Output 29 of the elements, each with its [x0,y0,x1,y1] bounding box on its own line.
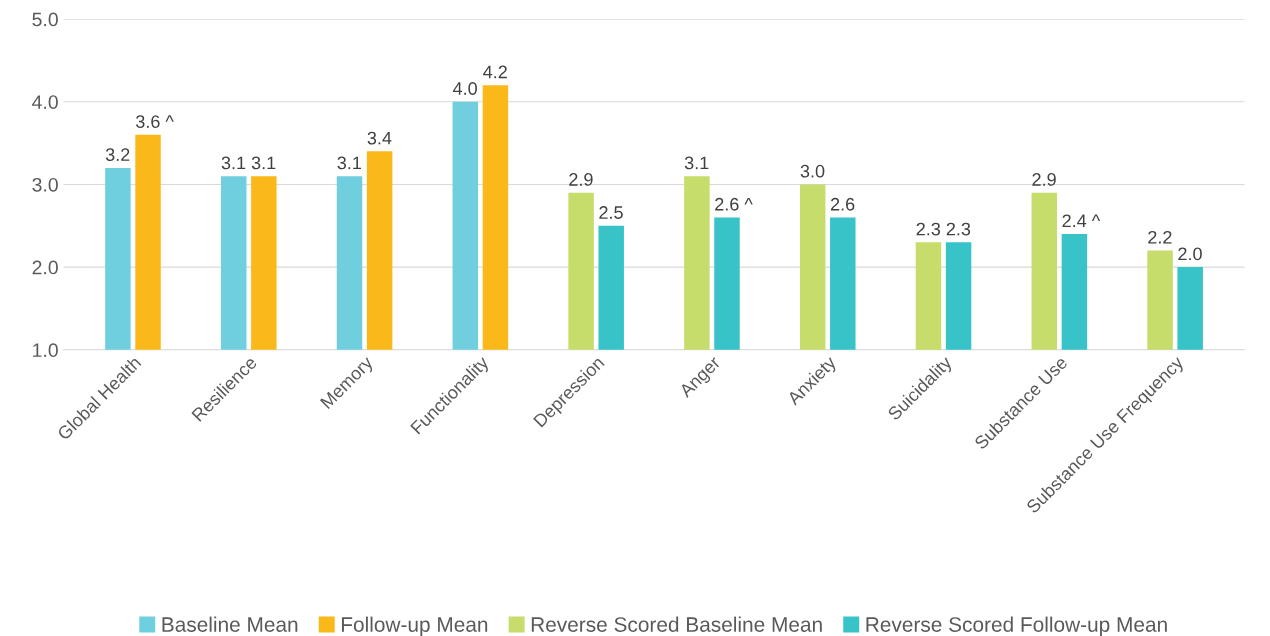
data-label: 2.9 [569,173,593,186]
data-label: 2.2 [1148,230,1172,244]
data-label: 3.1 [221,156,246,170]
y-tick-label: 1.0 [33,343,58,358]
data-label: 4.2 [483,65,507,79]
legend-label: Reverse Scored Baseline Mean [531,616,822,632]
data-label: 2.3 [946,222,971,236]
data-label: 3.2 [105,148,130,162]
legend-label: Baseline Mean [162,616,298,632]
y-tick-label: 2.0 [32,260,58,275]
data-label: 2.6 ^ [715,197,753,211]
data-label: 2.9 [1032,173,1056,186]
data-label: 2.6 [830,197,855,211]
data-label: 2.5 [599,206,623,219]
data-label: 2.3 [916,222,941,236]
data-label: 2.0 [1178,247,1202,261]
data-label: 3.0 [800,164,825,178]
data-label: 3.4 [367,131,392,145]
data-label: 3.1 [251,156,276,170]
y-tick-label: 4.0 [32,95,58,109]
data-label: 3.6 ^ [135,115,174,128]
y-tick-label: 5.0 [32,12,58,27]
legend-label: Follow-up Mean [341,616,488,636]
y-tick-label: 3.0 [32,177,58,192]
data-label: 2.4 ^ [1062,214,1101,227]
data-label: 3.1 [337,156,361,170]
data-label: 4.0 [452,82,477,95]
data-label: 3.1 [684,156,709,170]
legend-label: Reverse Scored Follow-up Mean [866,616,1167,636]
